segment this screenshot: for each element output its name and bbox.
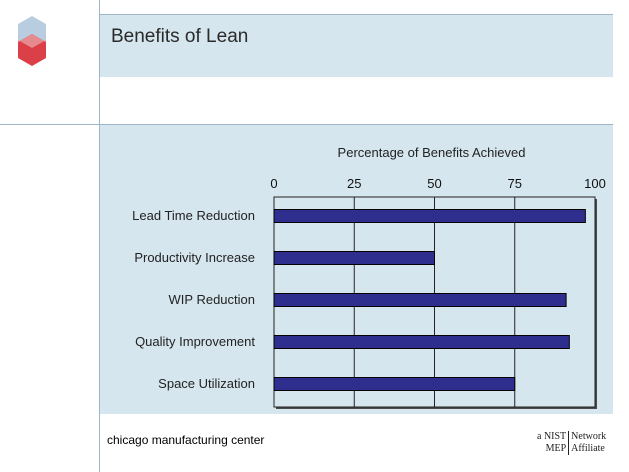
- x-tick-label: 0: [270, 176, 277, 191]
- bar: [273, 209, 586, 223]
- bar: [273, 293, 567, 307]
- category-label: Productivity Increase: [134, 250, 255, 265]
- nist-mep-badge: a NIST MEP Network Affiliate: [537, 431, 606, 455]
- category-label: Space Utilization: [158, 376, 255, 391]
- badge-right-top: Network: [571, 431, 607, 442]
- top-divider: [99, 14, 613, 15]
- badge-left-bottom: MEP: [545, 443, 567, 454]
- middle-divider: [0, 124, 613, 125]
- bar: [273, 251, 435, 265]
- badge-right-bottom: Affiliate: [571, 443, 605, 454]
- x-tick-label: 50: [427, 176, 441, 191]
- x-tick-label: 25: [347, 176, 361, 191]
- category-label: WIP Reduction: [169, 292, 255, 307]
- bar-chart: Percentage of Benefits Achieved 0 25 50 75 10…: [132, 145, 606, 409]
- category-label: Lead Time Reduction: [132, 208, 255, 223]
- bar: [273, 335, 570, 349]
- slide-title: Benefits of Lean: [111, 26, 249, 47]
- title-band: Benefits of Lean: [100, 15, 613, 77]
- category-label: Quality Improvement: [135, 334, 255, 349]
- x-tick-label: 75: [508, 176, 522, 191]
- bar: [273, 377, 516, 391]
- company-logo: [14, 14, 50, 70]
- chart-title: Percentage of Benefits Achieved: [338, 145, 526, 160]
- footer-organization: chicago manufacturing center: [107, 433, 265, 447]
- badge-left-top: a NIST: [537, 431, 567, 442]
- logo-overlap: [18, 34, 46, 48]
- x-tick-label: 100: [584, 176, 606, 191]
- chart-area: Percentage of Benefits Achieved 0 25 50 75 10…: [100, 125, 613, 414]
- vertical-divider: [99, 0, 100, 472]
